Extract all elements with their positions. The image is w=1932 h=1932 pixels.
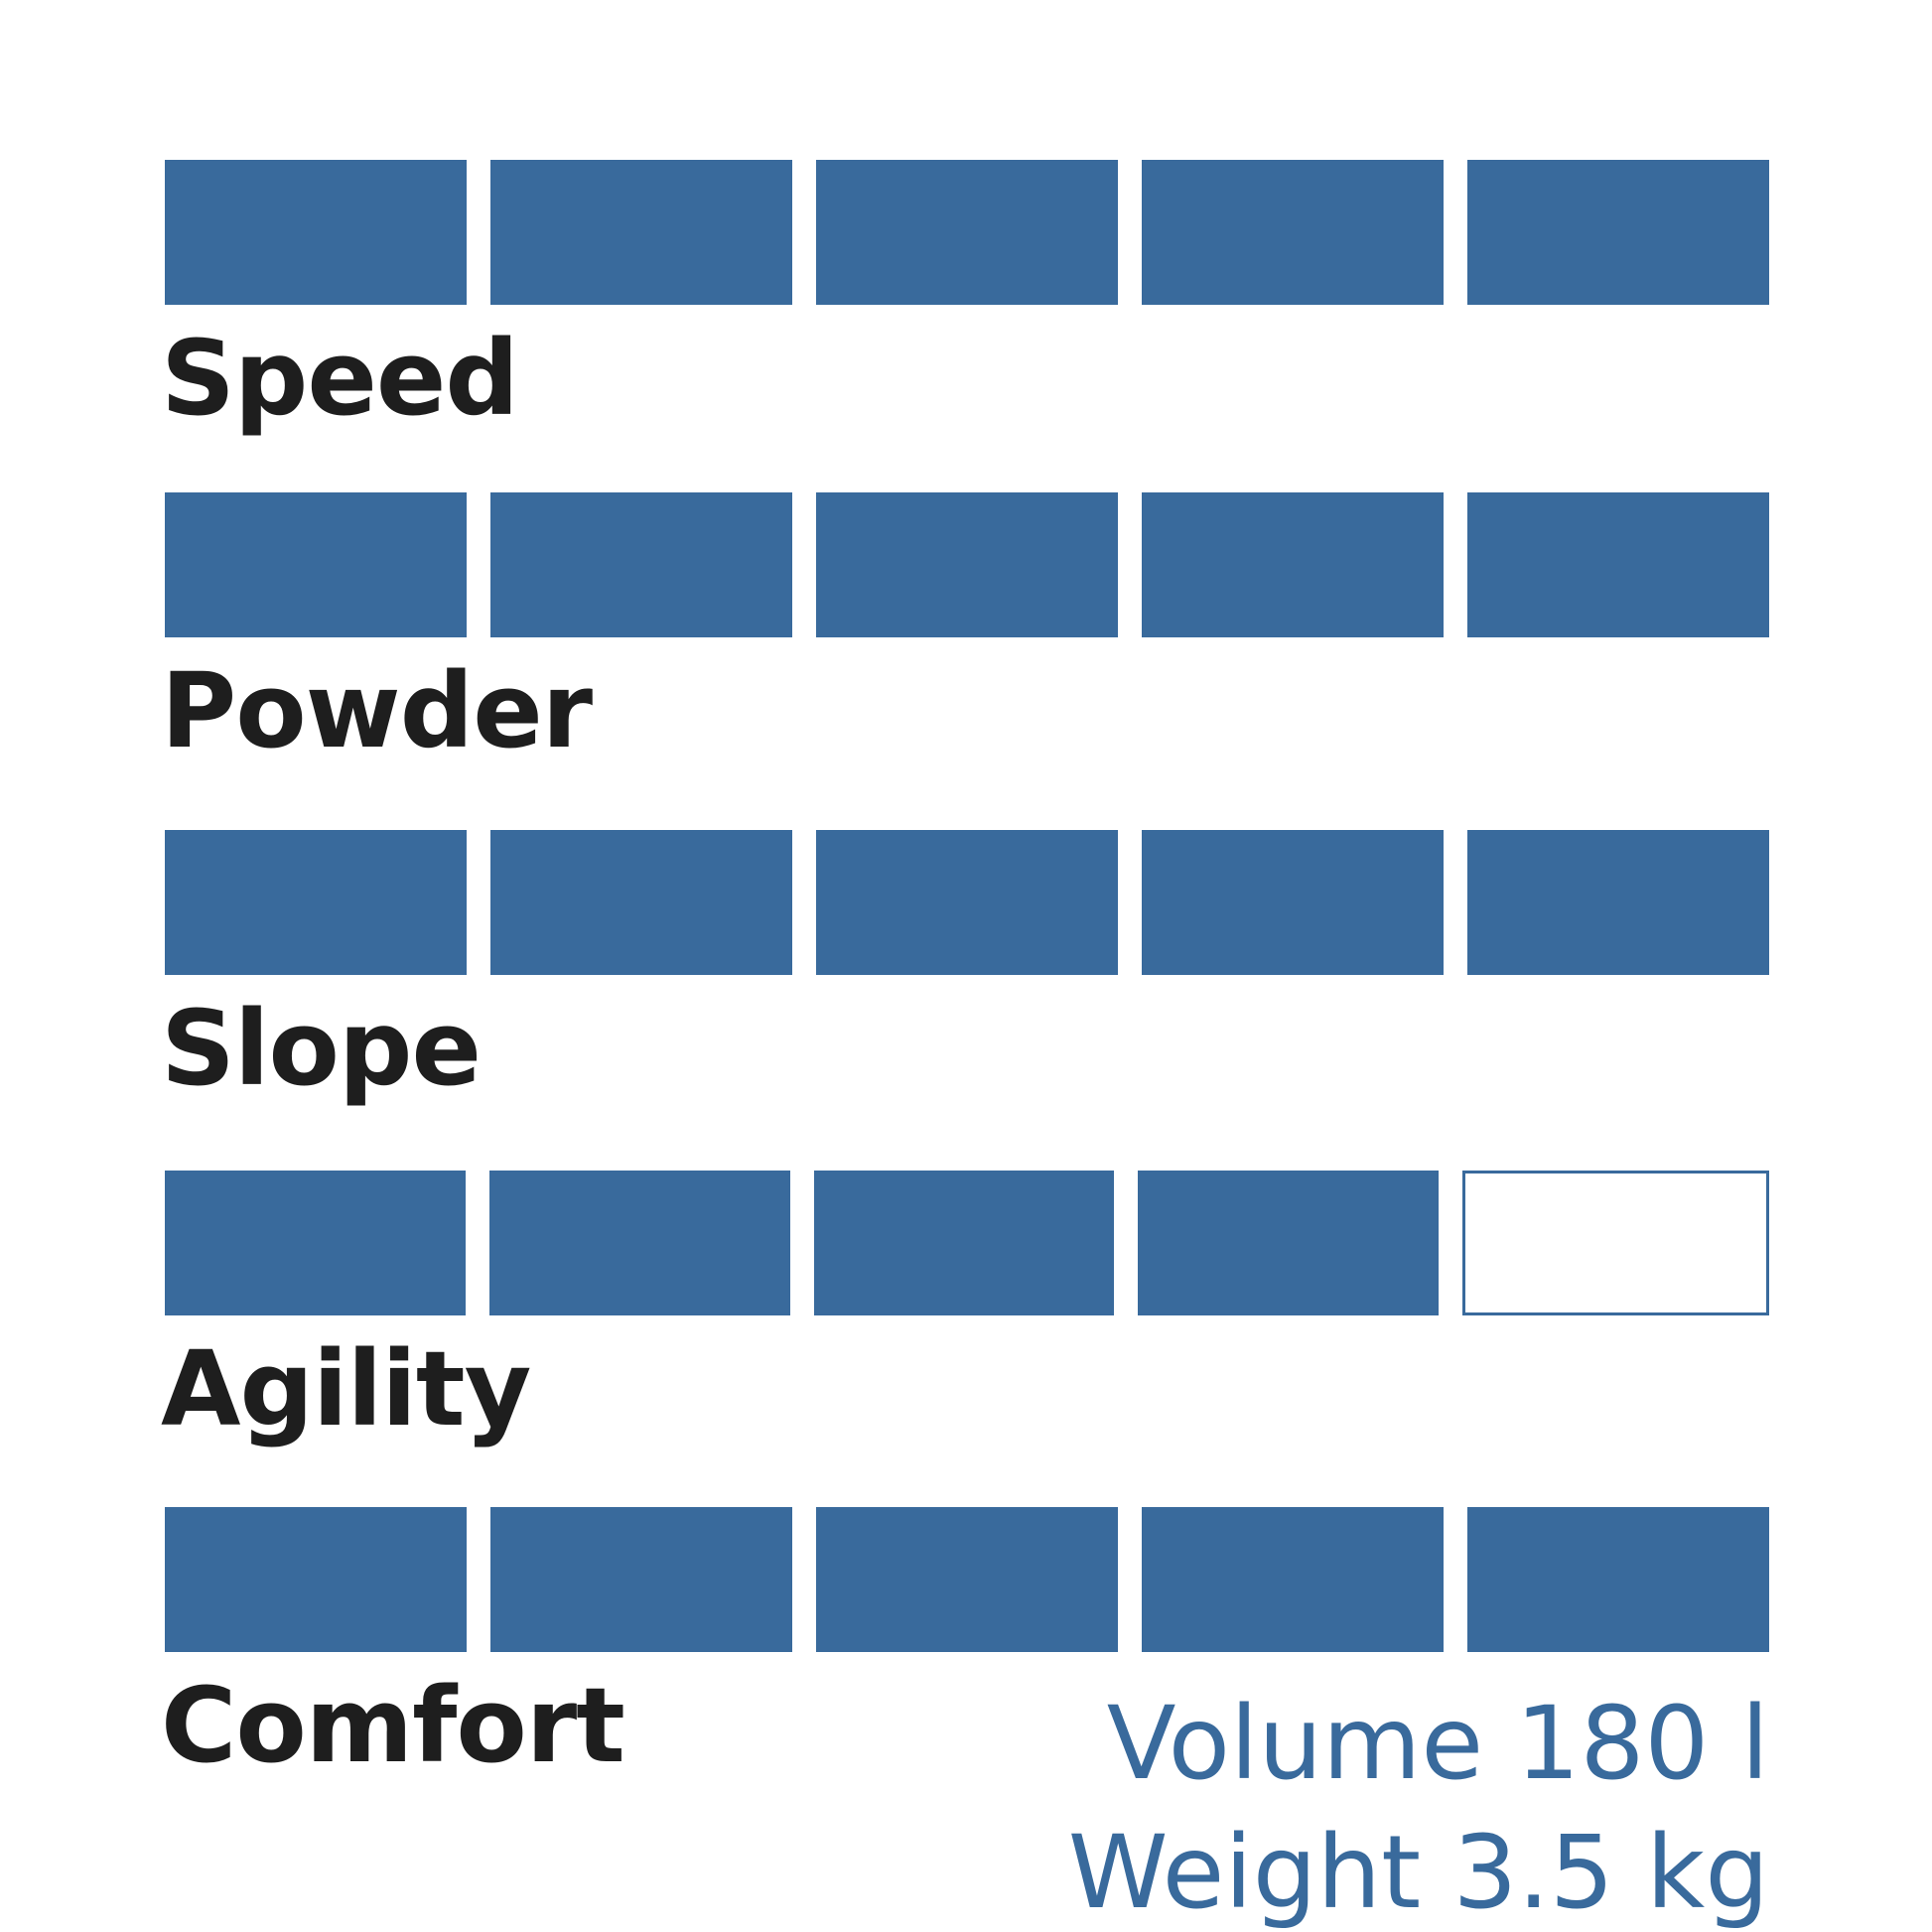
rating-label: Comfort	[161, 1665, 625, 1786]
rating-segment-filled	[1142, 1507, 1444, 1652]
rating-segment-filled	[165, 492, 467, 637]
rating-segment-filled	[1142, 492, 1444, 637]
rating-segment-filled	[165, 1171, 466, 1315]
rating-label: Powder	[161, 650, 593, 771]
rating-bar-comfort	[165, 1507, 1769, 1652]
rating-bar-powder	[165, 492, 1769, 637]
rating-segment-filled	[816, 160, 1118, 305]
rating-label: Speed	[161, 318, 519, 439]
rating-segment-filled	[1142, 160, 1444, 305]
rating-segment-filled	[1467, 830, 1769, 975]
rating-segment-filled	[490, 492, 792, 637]
rating-segment-filled	[488, 1171, 790, 1315]
rating-segment-filled	[816, 1507, 1118, 1652]
rating-segment-filled	[1467, 492, 1769, 637]
weight-spec: Weight 3.5 kg	[1067, 1814, 1769, 1932]
rating-segment-filled	[165, 830, 467, 975]
rating-segment-filled	[1467, 160, 1769, 305]
rating-segment-filled	[490, 1507, 792, 1652]
rating-label: Agility	[161, 1328, 531, 1449]
rating-segment-filled	[490, 830, 792, 975]
rating-segment-filled	[1138, 1171, 1440, 1315]
rating-segment-filled	[1142, 830, 1444, 975]
rating-segment-filled	[165, 160, 467, 305]
rating-label: Slope	[161, 988, 482, 1109]
rating-segment-filled	[813, 1171, 1115, 1315]
rating-segment-filled	[816, 830, 1118, 975]
rating-segment-empty	[1462, 1171, 1769, 1315]
rating-segment-filled	[490, 160, 792, 305]
rating-segment-filled	[1467, 1507, 1769, 1652]
rating-segment-filled	[816, 492, 1118, 637]
rating-bar-slope	[165, 830, 1769, 975]
rating-bar-agility	[165, 1171, 1769, 1315]
rating-bar-speed	[165, 160, 1769, 305]
rating-segment-filled	[165, 1507, 467, 1652]
volume-spec: Volume 180 l	[1106, 1685, 1769, 1803]
